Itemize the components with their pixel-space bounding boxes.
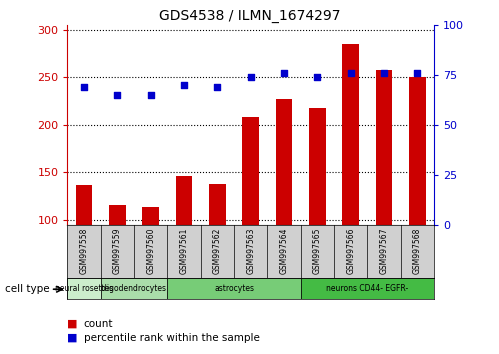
Bar: [276, 99, 292, 225]
Text: GSM997564: GSM997564: [279, 227, 288, 274]
Point: [214, 84, 222, 90]
Bar: [109, 205, 126, 225]
Text: oligodendrocytes: oligodendrocytes: [101, 284, 167, 293]
Point: [113, 92, 121, 98]
Text: ■: ■: [67, 319, 78, 329]
Bar: [142, 207, 159, 225]
Point: [347, 70, 355, 76]
Bar: [167, 278, 301, 299]
Point: [280, 70, 288, 76]
Bar: [309, 108, 326, 225]
Point: [313, 74, 321, 80]
Text: GSM997560: GSM997560: [146, 227, 155, 274]
Text: GDS4538 / ILMN_1674297: GDS4538 / ILMN_1674297: [159, 9, 340, 23]
Text: percentile rank within the sample: percentile rank within the sample: [84, 333, 259, 343]
Text: GSM997563: GSM997563: [246, 227, 255, 274]
Text: GSM997565: GSM997565: [313, 227, 322, 274]
Text: GSM997561: GSM997561: [180, 227, 189, 274]
Bar: [243, 117, 259, 225]
Text: neurons CD44- EGFR-: neurons CD44- EGFR-: [326, 284, 409, 293]
Text: astrocytes: astrocytes: [214, 284, 254, 293]
Point: [80, 84, 88, 90]
Text: GSM997567: GSM997567: [380, 227, 389, 274]
Bar: [101, 278, 167, 299]
Point: [414, 70, 422, 76]
Bar: [409, 77, 426, 225]
Text: GSM997558: GSM997558: [79, 227, 88, 274]
Bar: [76, 185, 92, 225]
Text: GSM997562: GSM997562: [213, 227, 222, 274]
Bar: [342, 44, 359, 225]
Text: cell type: cell type: [5, 284, 49, 294]
Point: [180, 82, 188, 88]
Bar: [301, 278, 434, 299]
Text: GSM997568: GSM997568: [413, 227, 422, 274]
Text: GSM997566: GSM997566: [346, 227, 355, 274]
Text: neural rosettes: neural rosettes: [55, 284, 113, 293]
Point: [147, 92, 155, 98]
Bar: [67, 278, 101, 299]
Text: GSM997559: GSM997559: [113, 227, 122, 274]
Text: ■: ■: [67, 333, 78, 343]
Bar: [209, 184, 226, 225]
Point: [247, 74, 254, 80]
Point: [380, 70, 388, 76]
Bar: [376, 69, 392, 225]
Text: count: count: [84, 319, 113, 329]
Bar: [176, 176, 193, 225]
